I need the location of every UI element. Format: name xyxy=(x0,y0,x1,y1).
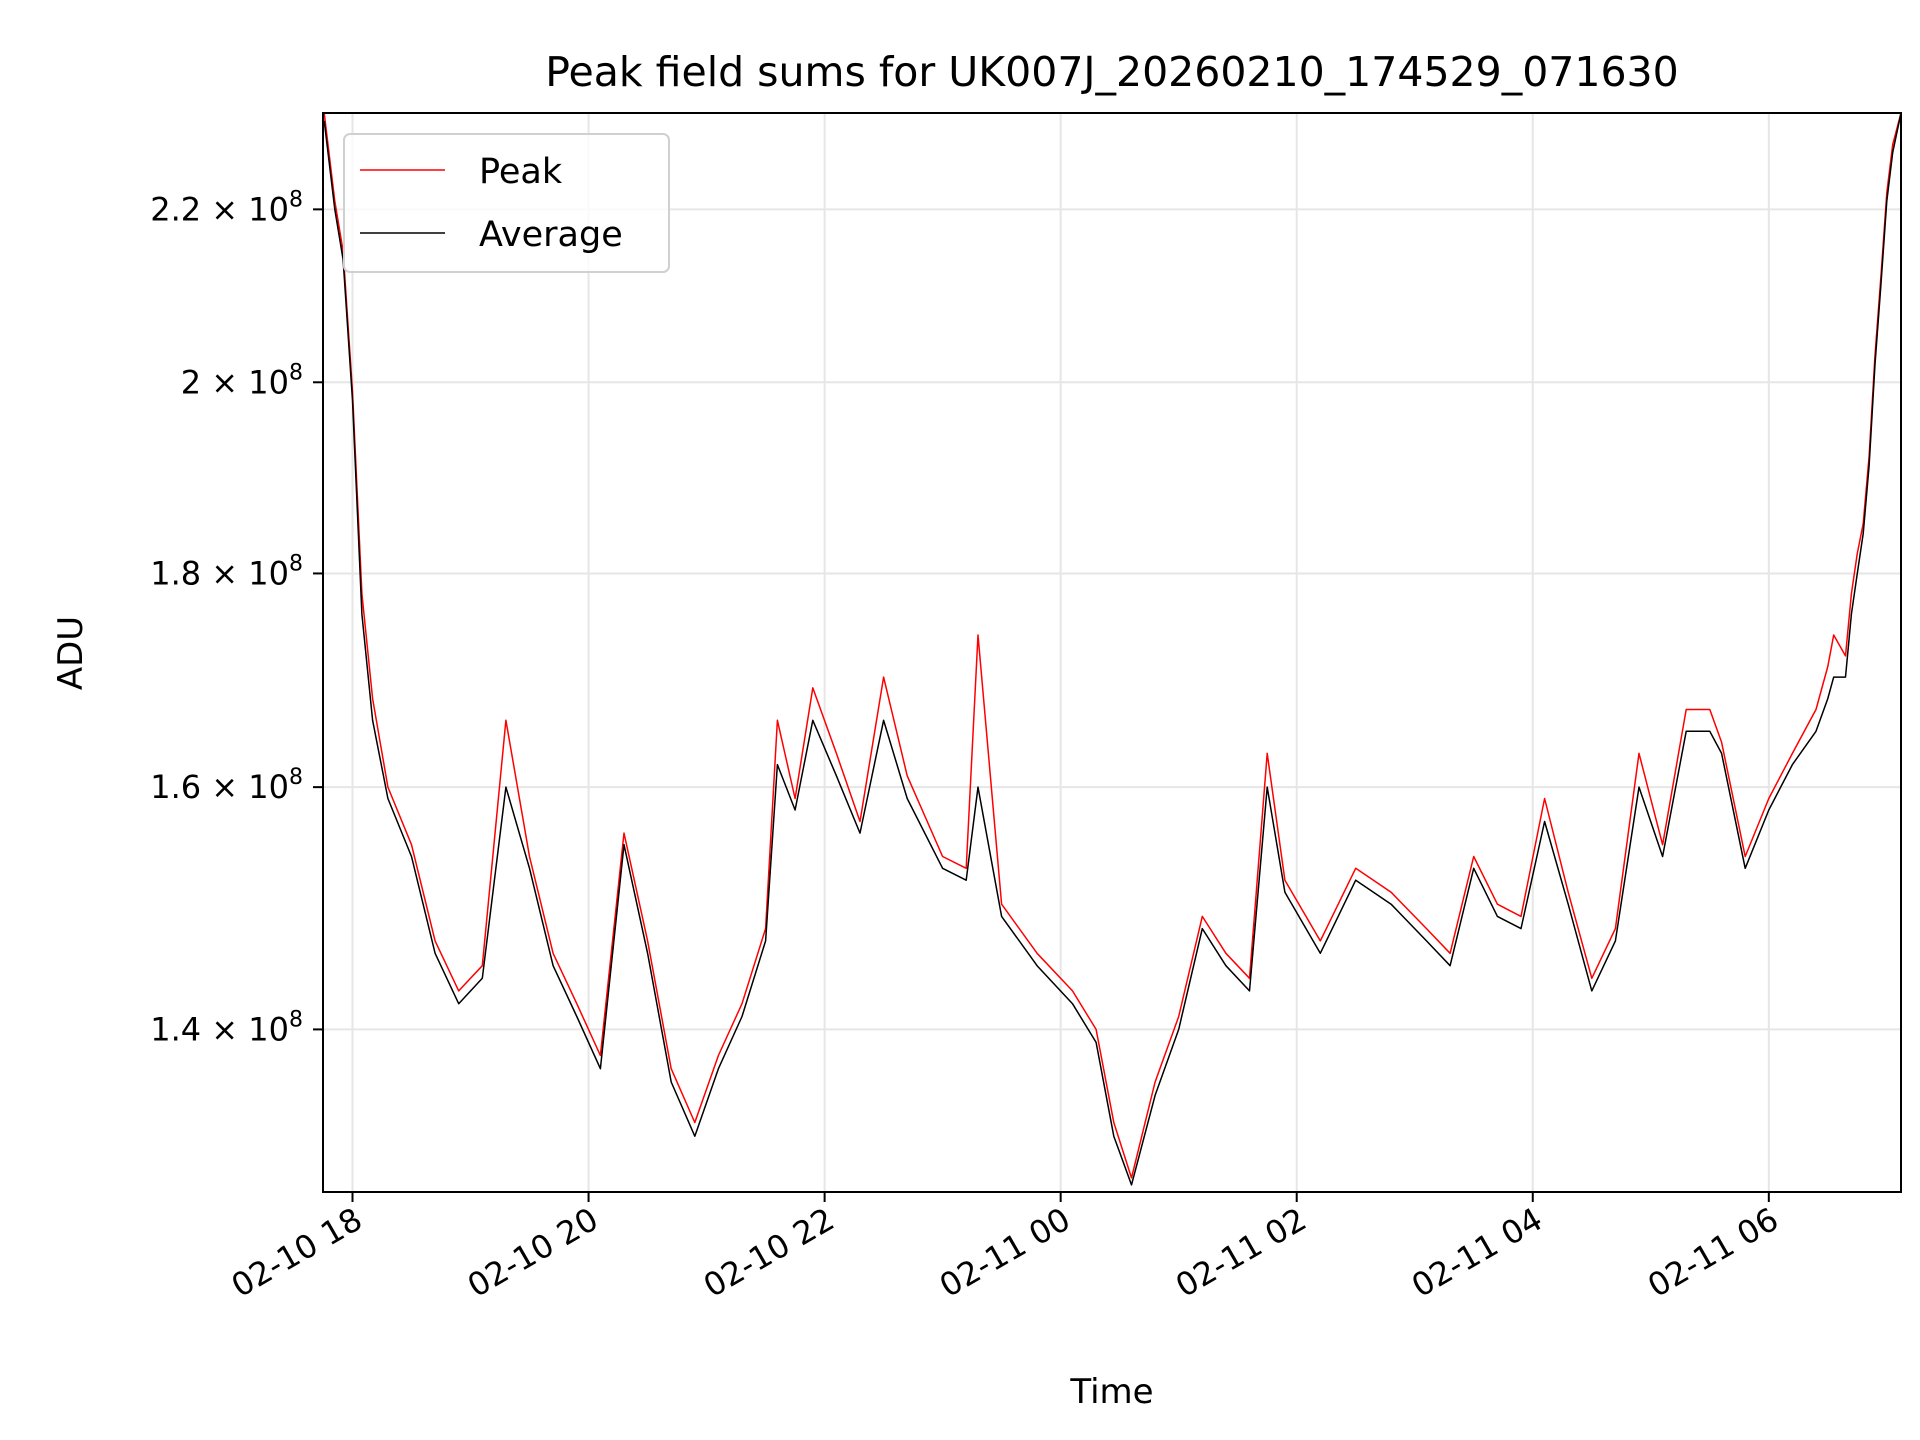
y-tick-base: × 10 xyxy=(201,1010,289,1048)
y-tick-base: × 10 xyxy=(201,363,289,401)
y-tick-exponent: 8 xyxy=(289,187,303,212)
legend-box xyxy=(343,133,670,273)
y-tick-base: × 10 xyxy=(201,768,289,806)
x-axis-label: Time xyxy=(1069,1372,1153,1412)
y-tick-exponent: 8 xyxy=(289,765,303,790)
y-tick-exponent: 8 xyxy=(289,551,303,576)
series-line-average xyxy=(323,113,1901,1186)
y-tick-base: × 10 xyxy=(201,554,289,592)
legend: Peak Average xyxy=(343,133,670,273)
plot-frame xyxy=(322,112,1902,1193)
y-tick-mantissa: 2 xyxy=(181,363,201,401)
y-tick-label: 1.4 × 108 xyxy=(150,1007,303,1048)
y-tick-base: × 10 xyxy=(201,190,289,228)
legend-peak-label: Peak xyxy=(479,152,563,192)
y-axis-label: ADU xyxy=(51,616,91,690)
y-tick-mantissa: 2.2 xyxy=(150,190,201,228)
legend-average-label: Average xyxy=(479,215,623,255)
y-tick-label: 2.2 × 108 xyxy=(150,187,303,228)
grid xyxy=(323,113,1901,1192)
y-tick-mantissa: 1.8 xyxy=(150,554,201,592)
plot-series-group xyxy=(323,113,1901,1186)
y-tick-exponent: 8 xyxy=(289,1007,303,1032)
y-tick-mantissa: 1.6 xyxy=(150,768,201,806)
series-line-peak xyxy=(323,113,1901,1179)
y-tick-label: 1.8 × 108 xyxy=(150,551,303,592)
y-tick-exponent: 8 xyxy=(289,360,303,385)
chart-title: Peak field sums for UK007J_20260210_1745… xyxy=(545,48,1678,96)
y-tick-mantissa: 1.4 xyxy=(150,1010,201,1048)
y-tick-label: 1.6 × 108 xyxy=(150,765,303,806)
y-tick-label: 2 × 108 xyxy=(181,360,303,401)
